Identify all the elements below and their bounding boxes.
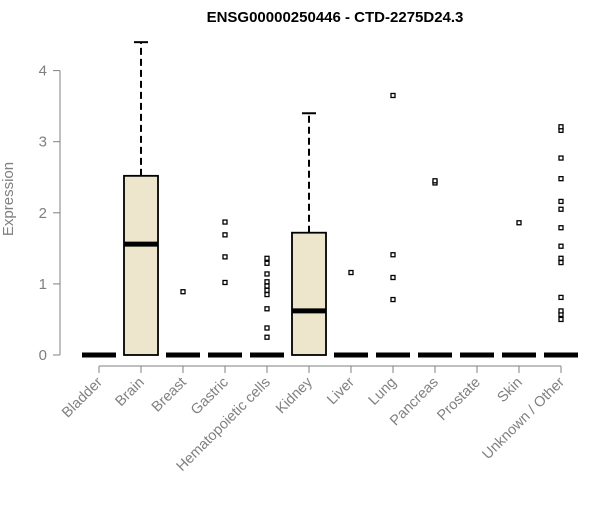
outlier-point (558, 225, 564, 231)
outlier-point (390, 296, 396, 303)
outlier-point (558, 243, 564, 249)
outlier-point (264, 287, 270, 293)
x-tick-label: Kidney (273, 374, 316, 417)
y-axis-label: Expression (0, 162, 17, 236)
outlier-point (264, 255, 270, 261)
iqr-box (291, 231, 327, 356)
x-tick-label: Lung (366, 375, 400, 409)
y-tick-label: 1 (39, 276, 47, 293)
outlier-point (390, 274, 396, 281)
box-gastric (208, 219, 242, 358)
x-tick-label: Skin (495, 375, 526, 406)
outlier-point (222, 219, 228, 225)
outlier-point (558, 176, 564, 182)
outlier-point (264, 325, 270, 331)
outlier-point (264, 306, 270, 312)
box-skin (502, 220, 536, 358)
outlier-point (264, 260, 270, 266)
box-breast (166, 289, 200, 358)
y-tick-label: 4 (39, 63, 47, 80)
outlier-point (222, 279, 228, 286)
outlier-point (348, 269, 354, 276)
outlier-point (558, 308, 564, 314)
y-axis: 0 1 2 3 4 (39, 63, 61, 364)
x-tick-label: Prostate (434, 375, 483, 424)
boxes-group (82, 41, 578, 358)
outlier-point (390, 92, 396, 99)
y-tick-label: 0 (39, 347, 47, 364)
outlier-point (558, 294, 564, 301)
box-hematopoietic-cells (250, 255, 284, 358)
outlier-point (264, 283, 270, 289)
outlier-point (558, 124, 564, 130)
outlier-point (264, 279, 270, 285)
outlier-point (558, 255, 564, 261)
x-tick-label: Brain (113, 375, 148, 410)
y-tick-label: 3 (39, 134, 47, 151)
box-lung (376, 92, 410, 358)
outlier-point (180, 289, 186, 295)
x-tick-label: Liver (324, 374, 358, 408)
outlier-point (516, 220, 522, 226)
x-tick-label: Breast (149, 375, 190, 416)
outlier-point (390, 252, 396, 258)
chart-title: ENSG00000250446 - CTD-2275D24.3 (207, 9, 464, 26)
outlier-point (558, 206, 564, 212)
box-brain (123, 41, 159, 356)
outlier-point (264, 271, 270, 277)
y-tick-label: 2 (39, 205, 47, 222)
outlier-point (222, 232, 228, 238)
outlier-point (558, 259, 564, 266)
outlier-point (558, 316, 564, 323)
x-tick-label: Bladder (59, 374, 106, 421)
outlier-point (558, 198, 564, 205)
box-kidney (291, 112, 327, 356)
outlier-point (264, 334, 270, 340)
box-liver (334, 269, 368, 358)
outlier-point (432, 178, 438, 184)
iqr-box (123, 174, 159, 356)
box-unknown-other (544, 124, 578, 358)
outlier-point (264, 291, 270, 298)
outlier-point (222, 254, 228, 260)
box-pancreas (418, 178, 452, 358)
outlier-point (558, 155, 564, 161)
